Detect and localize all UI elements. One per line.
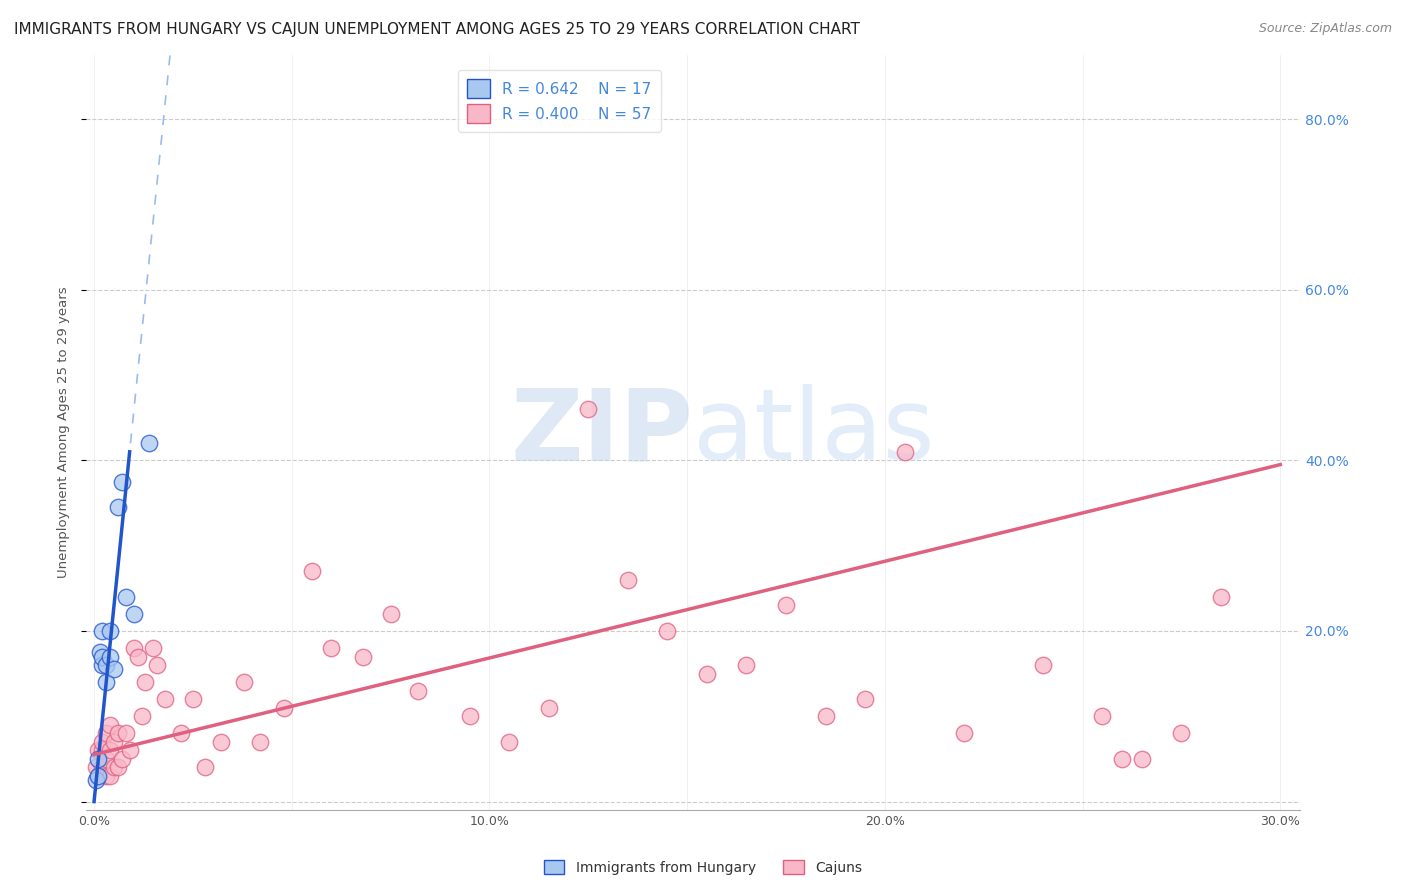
Point	[91, 760, 114, 774]
Text: IMMIGRANTS FROM HUNGARY VS CAJUN UNEMPLOYMENT AMONG AGES 25 TO 29 YEARS CORRELAT: IMMIGRANTS FROM HUNGARY VS CAJUN UNEMPLO…	[14, 22, 860, 37]
Point	[94, 752, 117, 766]
Point	[91, 735, 114, 749]
Point	[194, 760, 217, 774]
Point	[98, 743, 121, 757]
Point	[91, 649, 114, 664]
Point	[98, 718, 121, 732]
Point	[89, 645, 111, 659]
Point	[87, 769, 110, 783]
Point	[696, 666, 718, 681]
Point	[91, 743, 114, 757]
Point	[537, 700, 560, 714]
Point	[94, 658, 117, 673]
Point	[87, 752, 110, 766]
Point	[576, 402, 599, 417]
Point	[111, 752, 134, 766]
Point	[107, 760, 129, 774]
Point	[155, 692, 177, 706]
Text: Source: ZipAtlas.com: Source: ZipAtlas.com	[1258, 22, 1392, 36]
Point	[249, 735, 271, 749]
Point	[1091, 709, 1114, 723]
Point	[134, 675, 156, 690]
Point	[107, 500, 129, 515]
Point	[131, 709, 153, 723]
Point	[1111, 752, 1133, 766]
Point	[380, 607, 402, 621]
Point	[84, 773, 107, 788]
Point	[233, 675, 256, 690]
Point	[98, 769, 121, 783]
Point	[98, 649, 121, 664]
Point	[301, 564, 323, 578]
Point	[146, 658, 169, 673]
Point	[94, 675, 117, 690]
Legend: Immigrants from Hungary, Cajuns: Immigrants from Hungary, Cajuns	[538, 855, 868, 880]
Point	[775, 599, 797, 613]
Point	[893, 445, 915, 459]
Point	[1130, 752, 1153, 766]
Point	[138, 436, 160, 450]
Point	[94, 769, 117, 783]
Point	[91, 624, 114, 638]
Point	[352, 649, 374, 664]
Point	[127, 649, 149, 664]
Point	[321, 640, 343, 655]
Point	[853, 692, 876, 706]
Point	[87, 743, 110, 757]
Point	[103, 662, 125, 676]
Point	[273, 700, 295, 714]
Point	[814, 709, 837, 723]
Point	[94, 726, 117, 740]
Y-axis label: Unemployment Among Ages 25 to 29 years: Unemployment Among Ages 25 to 29 years	[58, 287, 70, 578]
Point	[87, 769, 110, 783]
Point	[657, 624, 679, 638]
Point	[114, 726, 136, 740]
Point	[953, 726, 976, 740]
Point	[617, 573, 640, 587]
Point	[458, 709, 481, 723]
Point	[84, 760, 107, 774]
Point	[209, 735, 232, 749]
Point	[1209, 590, 1232, 604]
Point	[103, 760, 125, 774]
Text: ZIP: ZIP	[510, 384, 693, 481]
Point	[1170, 726, 1192, 740]
Point	[122, 607, 145, 621]
Point	[181, 692, 204, 706]
Point	[122, 640, 145, 655]
Point	[142, 640, 165, 655]
Point	[408, 683, 430, 698]
Point	[114, 590, 136, 604]
Text: atlas: atlas	[693, 384, 935, 481]
Point	[103, 735, 125, 749]
Point	[98, 624, 121, 638]
Point	[498, 735, 520, 749]
Point	[1032, 658, 1054, 673]
Legend: R = 0.642    N = 17, R = 0.400    N = 57: R = 0.642 N = 17, R = 0.400 N = 57	[458, 70, 661, 132]
Point	[91, 658, 114, 673]
Point	[111, 475, 134, 489]
Point	[118, 743, 141, 757]
Point	[735, 658, 758, 673]
Point	[107, 726, 129, 740]
Point	[170, 726, 193, 740]
